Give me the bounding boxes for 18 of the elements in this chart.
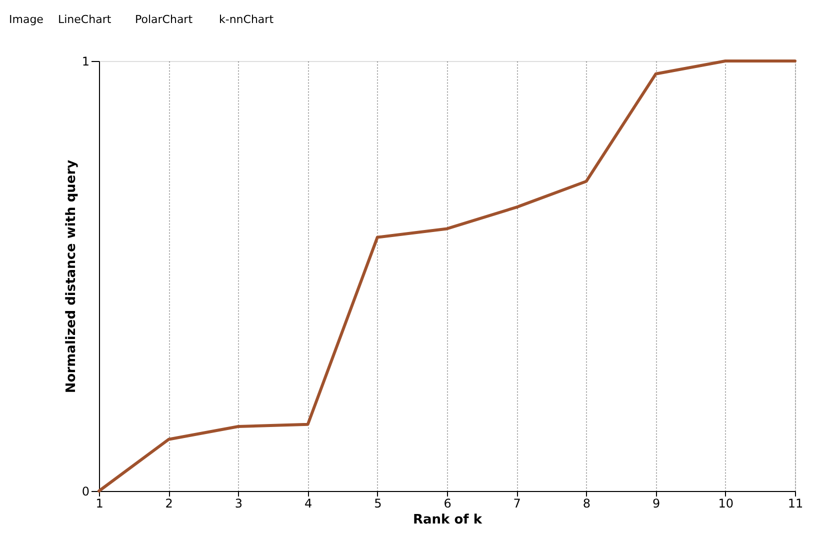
- x-tick-label: 7: [513, 496, 521, 510]
- x-tick-label: 8: [582, 496, 591, 510]
- text: Image: [9, 13, 44, 26]
- x-tick-label: 4: [304, 496, 312, 510]
- x-tick-label: 9: [652, 496, 660, 510]
- x-tick-label: 1: [96, 496, 104, 510]
- text: k-nnChart: [219, 13, 274, 26]
- x-tick-label: 3: [234, 496, 243, 510]
- text: PolarChart: [135, 13, 194, 26]
- x-tick-label: 6: [444, 496, 452, 510]
- x-tick-label: 5: [374, 496, 382, 510]
- x-tick-label: 2: [165, 496, 173, 510]
- text: LineChart: [58, 13, 112, 26]
- x-axis-title: Rank of k: [413, 512, 482, 528]
- x-tick-label: 10: [718, 496, 734, 510]
- x-tick-label: 11: [788, 496, 804, 510]
- y-axis-title: Normalized distance with query: [64, 159, 79, 394]
- y-tick-label: 0: [82, 484, 90, 498]
